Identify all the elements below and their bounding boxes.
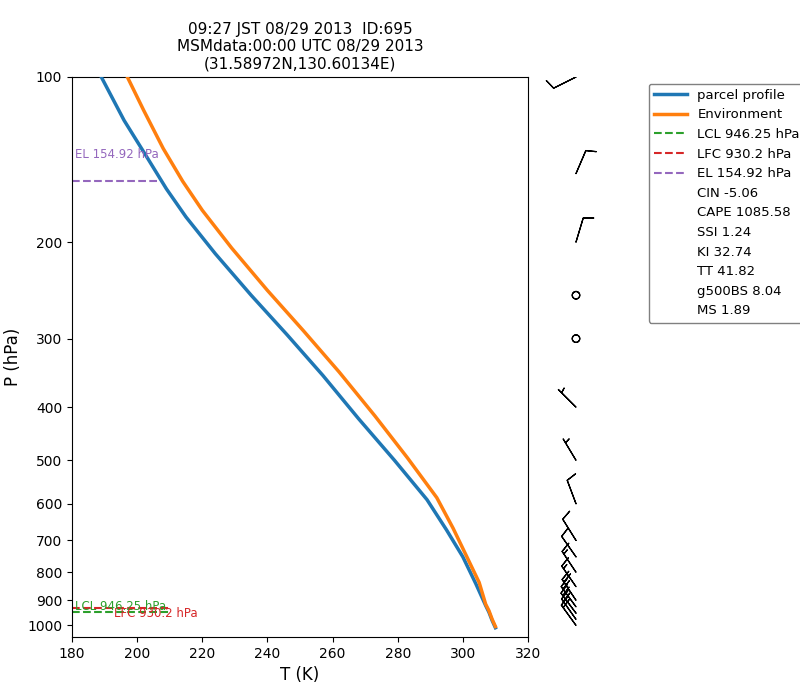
parcel profile <box>97 73 106 81</box>
Environment <box>481 600 490 608</box>
Environment <box>334 368 344 376</box>
Legend: parcel profile, Environment, LCL 946.25 hPa, LFC 930.2 hPa, EL 154.92 hPa, CIN -: parcel profile, Environment, LCL 946.25 … <box>649 83 800 323</box>
Text: LCL 946.25 hPa: LCL 946.25 hPa <box>75 601 166 613</box>
parcel profile <box>390 456 399 465</box>
Environment <box>370 412 380 420</box>
parcel profile <box>442 526 451 534</box>
parcel profile <box>354 414 363 423</box>
Text: EL 154.92 hPa: EL 154.92 hPa <box>75 148 159 162</box>
Environment <box>298 326 308 335</box>
Environment <box>402 454 412 462</box>
Environment <box>122 73 132 81</box>
parcel profile <box>119 116 129 125</box>
Line: parcel profile: parcel profile <box>102 77 495 628</box>
Environment <box>139 106 149 115</box>
Environment <box>158 144 168 153</box>
parcel profile <box>484 608 494 617</box>
parcel profile <box>210 249 220 258</box>
parcel profile <box>162 185 171 193</box>
Environment <box>490 622 500 631</box>
parcel profile <box>458 553 468 561</box>
Environment <box>448 524 458 533</box>
Text: LFC 930.2 hPa: LFC 930.2 hPa <box>114 608 198 620</box>
parcel profile <box>422 496 432 504</box>
Environment <box>474 578 484 587</box>
Environment <box>487 615 497 624</box>
parcel profile <box>490 624 500 632</box>
Environment <box>462 551 471 559</box>
parcel profile <box>181 213 191 221</box>
Environment <box>178 177 187 186</box>
parcel profile <box>142 153 152 161</box>
X-axis label: T (K): T (K) <box>280 666 320 685</box>
Y-axis label: P (hPa): P (hPa) <box>3 328 22 386</box>
parcel profile <box>282 330 292 339</box>
Environment <box>484 606 494 615</box>
parcel profile <box>487 617 497 625</box>
Environment <box>198 206 207 214</box>
parcel profile <box>246 291 256 300</box>
parcel profile <box>471 580 481 588</box>
Environment <box>227 244 237 252</box>
Line: Environment: Environment <box>127 77 495 626</box>
Environment <box>262 286 272 295</box>
Environment <box>432 494 442 502</box>
Title: 09:27 JST 08/29 2013  ID:695
MSMdata:00:00 UTC 08/29 2013
(31.58972N,130.60134E): 09:27 JST 08/29 2013 ID:695 MSMdata:00:0… <box>177 22 423 71</box>
parcel profile <box>318 371 328 379</box>
parcel profile <box>481 601 490 610</box>
